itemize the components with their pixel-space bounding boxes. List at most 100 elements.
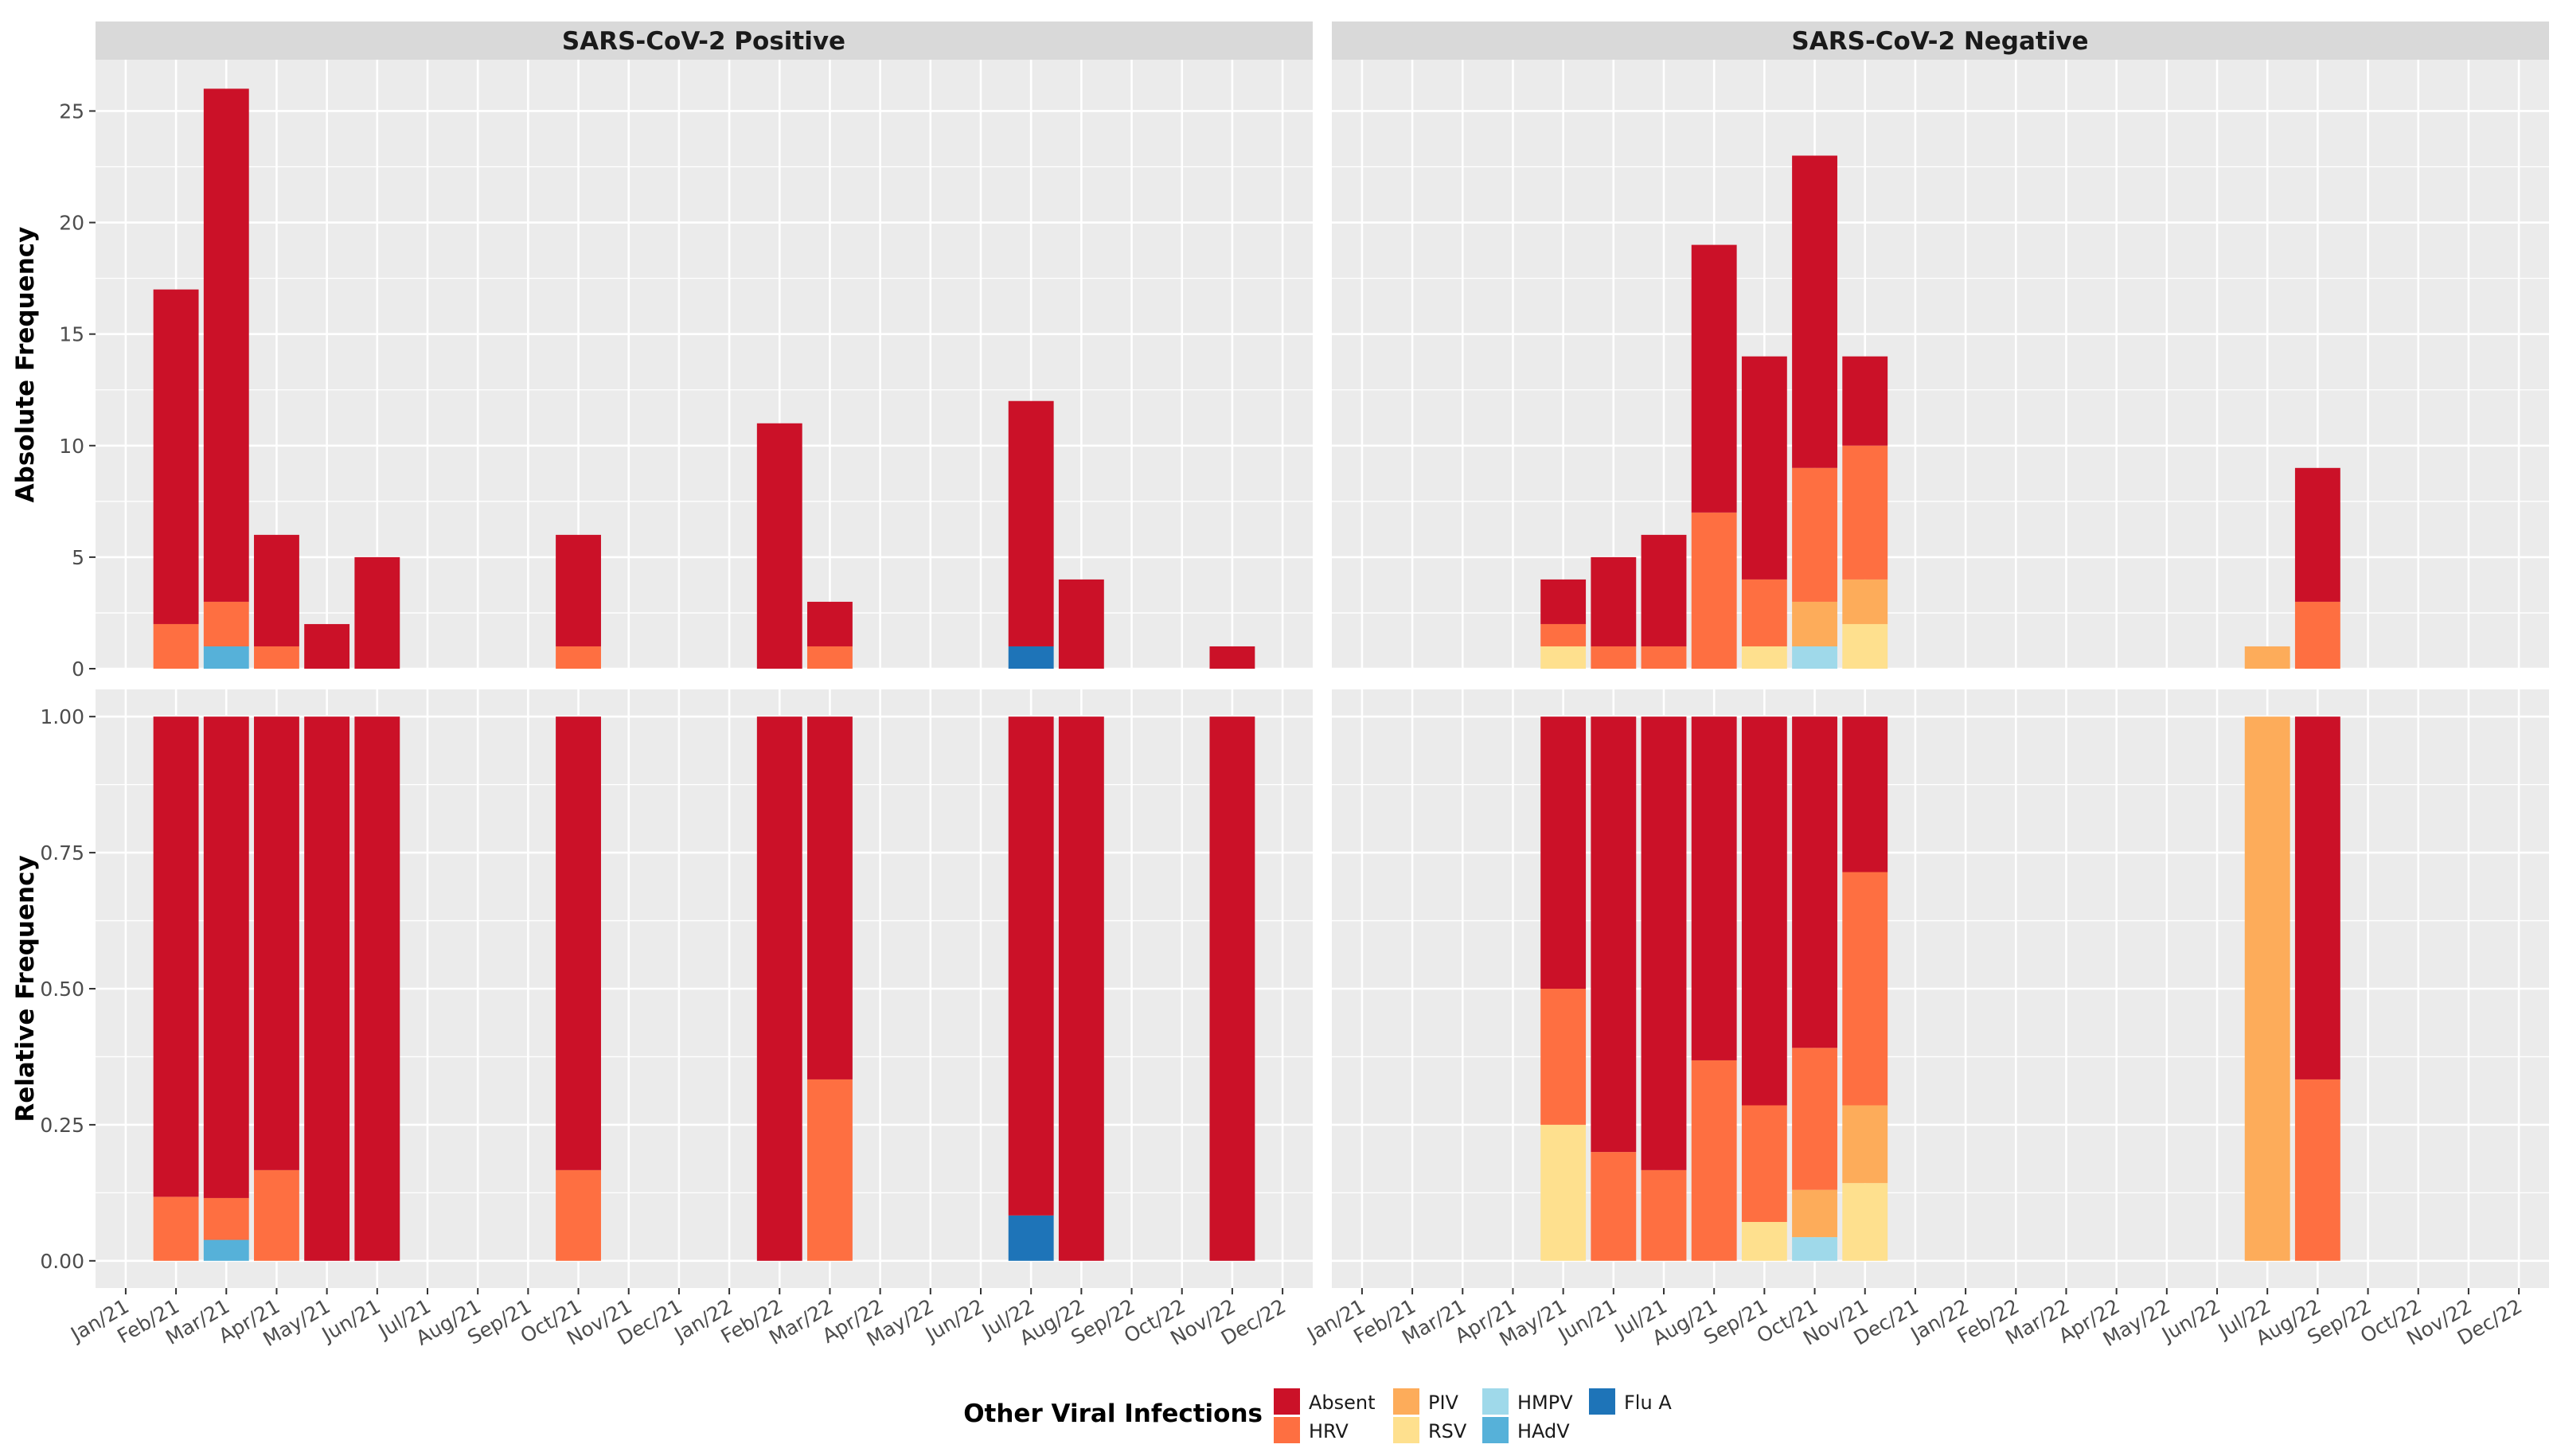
bar-negative-jul-21-absent-abs [1642, 535, 1687, 646]
y-tick-label-abs: 0 [72, 658, 84, 681]
bar-negative-aug-22-absent-rel [2295, 716, 2340, 1079]
bar-positive-mar-21-hadv-abs [204, 646, 249, 669]
bar-positive-feb-21-hrv-rel [154, 1196, 199, 1260]
bar-negative-aug-21-hrv-abs [1692, 513, 1737, 669]
bar-negative-nov-21-hrv-rel [1842, 872, 1887, 1106]
strip-label-positive: SARS-CoV-2 Positive [562, 27, 845, 56]
legend-swatch-absent [1274, 1388, 1300, 1415]
legend-label-absent: Absent [1309, 1392, 1376, 1414]
bar-positive-nov-22-absent-abs [1209, 646, 1255, 669]
bar-negative-jun-21-hrv-abs [1591, 646, 1636, 669]
bar-negative-nov-21-absent-abs [1842, 357, 1887, 446]
bar-positive-jul-22-flu-a-rel [1009, 1216, 1054, 1261]
bar-negative-oct-21-piv-rel [1792, 1190, 1837, 1237]
bar-negative-jul-21-absent-rel [1642, 716, 1687, 1170]
bar-negative-aug-22-hrv-abs [2295, 602, 2340, 669]
bar-negative-may-21-rsv-rel [1540, 1125, 1586, 1261]
bar-negative-oct-21-hmpv-rel [1792, 1237, 1837, 1261]
bar-positive-jul-22-flu-a-abs [1009, 646, 1054, 669]
legend-swatch-piv [1393, 1388, 1419, 1415]
bar-negative-aug-22-absent-abs [2295, 468, 2340, 602]
y-tick-label-rel: 1.00 [40, 705, 84, 728]
bar-positive-feb-21-absent-abs [154, 290, 199, 624]
bar-negative-sep-21-rsv-rel [1742, 1222, 1787, 1261]
bar-negative-sep-21-hrv-abs [1742, 580, 1787, 646]
legend-label-rsv: RSV [1428, 1420, 1467, 1442]
strip-label-negative: SARS-CoV-2 Negative [1791, 27, 2088, 56]
bar-positive-feb-21-absent-rel [154, 716, 199, 1196]
bar-positive-mar-21-hrv-abs [204, 602, 249, 646]
bar-negative-nov-21-rsv-abs [1842, 624, 1887, 669]
bar-positive-jun-21-absent-rel [354, 716, 400, 1261]
bar-positive-may-21-absent-abs [304, 624, 349, 669]
legend-swatch-rsv [1393, 1417, 1419, 1443]
bar-negative-nov-21-piv-rel [1842, 1105, 1887, 1183]
bar-negative-oct-21-hrv-rel [1792, 1048, 1837, 1189]
y-tick-label-abs: 5 [72, 546, 84, 569]
bar-positive-mar-22-hrv-rel [807, 1079, 853, 1261]
y-tick-label-abs: 15 [59, 323, 84, 346]
bar-negative-may-21-rsv-abs [1540, 646, 1586, 669]
y-tick-label-abs: 20 [59, 212, 84, 235]
bar-positive-aug-22-absent-rel [1059, 716, 1104, 1261]
legend-label-hadv: HAdV [1517, 1420, 1570, 1442]
y-tick-label-rel: 0.50 [40, 978, 84, 1001]
legend-swatch-hadv [1482, 1417, 1509, 1443]
bar-negative-jun-21-absent-abs [1591, 557, 1636, 646]
bar-negative-may-21-hrv-abs [1540, 624, 1586, 646]
bar-positive-mar-21-hrv-rel [204, 1198, 249, 1240]
bar-positive-apr-21-absent-abs [254, 535, 299, 646]
bar-positive-nov-22-absent-rel [1209, 716, 1255, 1261]
bar-negative-jun-21-hrv-rel [1591, 1152, 1636, 1261]
bar-negative-jul-22-piv-rel [2245, 716, 2290, 1261]
y-tick-label-rel: 0.25 [40, 1114, 84, 1137]
bar-negative-aug-22-hrv-rel [2295, 1079, 2340, 1261]
bar-negative-may-21-absent-rel [1540, 716, 1586, 989]
y-tick-label-abs: 25 [59, 100, 84, 123]
faceted-stacked-bar-chart: SARS-CoV-2 Positive SARS-CoV-2 Negative … [0, 0, 2557, 1456]
bar-positive-mar-22-hrv-abs [807, 646, 853, 669]
legend-items: Absent HRV PIV RSV HMPV HAdV Flu A [1274, 1388, 1672, 1443]
bar-negative-nov-21-rsv-rel [1842, 1183, 1887, 1261]
bar-positive-feb-22-absent-abs [757, 424, 802, 669]
bar-positive-feb-21-hrv-abs [154, 624, 199, 669]
bar-negative-aug-21-absent-abs [1692, 245, 1737, 513]
legend-label-flu-a: Flu A [1624, 1392, 1672, 1414]
bar-negative-nov-21-piv-abs [1842, 580, 1887, 624]
bar-positive-mar-21-absent-rel [204, 716, 249, 1198]
bar-positive-aug-22-absent-abs [1059, 580, 1104, 669]
bar-negative-oct-21-absent-rel [1792, 716, 1837, 1048]
bar-positive-apr-21-absent-rel [254, 716, 299, 1170]
bar-positive-feb-22-absent-rel [757, 716, 802, 1261]
legend: Other Viral Infections Absent HRV PIV RSV HM… [963, 1388, 1672, 1443]
bar-negative-oct-21-piv-abs [1792, 602, 1837, 646]
legend-title: Other Viral Infections [963, 1399, 1263, 1428]
bar-negative-sep-21-hrv-rel [1742, 1105, 1787, 1221]
legend-swatch-hrv [1274, 1417, 1300, 1443]
panel-bg-negative-absolute [1332, 60, 2549, 669]
legend-label-hrv: HRV [1309, 1420, 1349, 1442]
bar-negative-jul-21-hrv-rel [1642, 1170, 1687, 1261]
bar-positive-oct-21-absent-rel [556, 716, 601, 1170]
bar-negative-jun-21-absent-rel [1591, 716, 1636, 1152]
y-tick-label-rel: 0.00 [40, 1250, 84, 1273]
bar-negative-jul-22-piv-abs [2245, 646, 2290, 669]
bar-negative-may-21-absent-abs [1540, 580, 1586, 624]
legend-label-hmpv: HMPV [1517, 1392, 1573, 1414]
bar-positive-apr-21-hrv-rel [254, 1170, 299, 1261]
bar-positive-jun-21-absent-abs [354, 557, 400, 669]
bar-positive-may-21-absent-rel [304, 716, 349, 1261]
bar-positive-jul-22-absent-rel [1009, 716, 1054, 1216]
bar-positive-jul-22-absent-abs [1009, 401, 1054, 646]
y-tick-label-abs: 10 [59, 435, 84, 458]
bar-negative-sep-21-absent-rel [1742, 716, 1787, 1105]
bar-negative-oct-21-hrv-abs [1792, 468, 1837, 602]
bar-positive-oct-21-absent-abs [556, 535, 601, 646]
bar-positive-mar-21-absent-abs [204, 88, 249, 602]
y-axis-title-relative: Relative Frequency [11, 855, 40, 1122]
legend-label-piv: PIV [1428, 1392, 1459, 1414]
bar-negative-aug-21-absent-rel [1692, 716, 1737, 1060]
bar-positive-mar-22-absent-abs [807, 602, 853, 646]
bar-negative-sep-21-rsv-abs [1742, 646, 1787, 669]
bar-negative-nov-21-hrv-abs [1842, 446, 1887, 580]
